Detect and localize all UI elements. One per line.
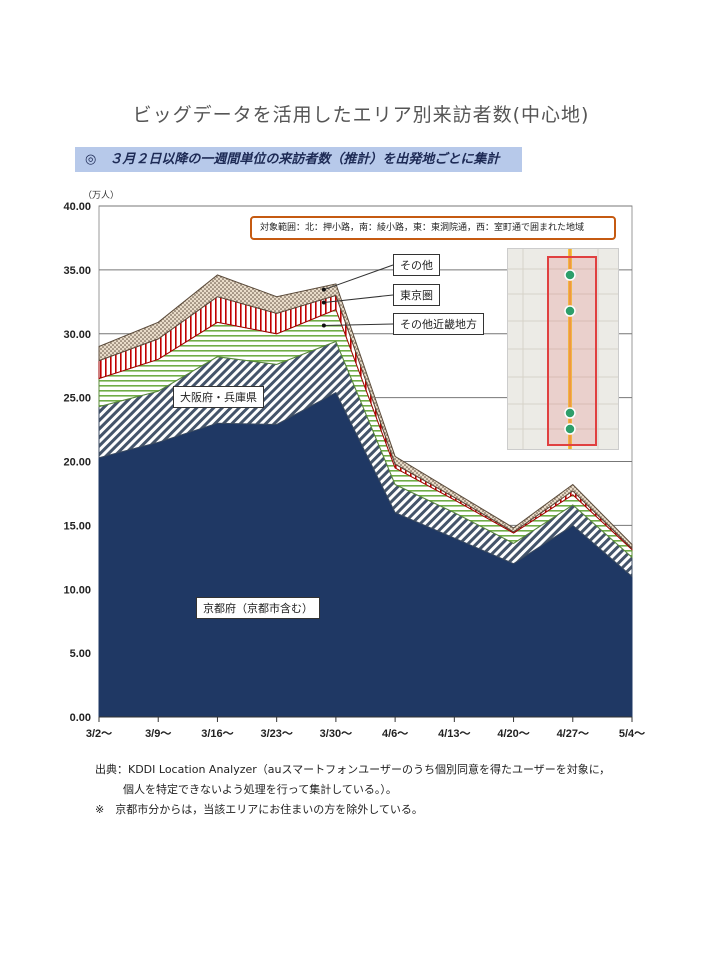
y-tick-label: 35.00 (63, 265, 91, 277)
page-title: ビッグデータを活用したエリア別来訪者数(中心地) (132, 104, 590, 126)
source-note-cont: 個人を特定できないよう処理を行って集計している。）。 (123, 783, 397, 796)
y-tick-label: 30.00 (63, 329, 91, 341)
y-unit-label: （万人） (83, 191, 120, 201)
leader-line (323, 323, 394, 326)
y-tick-label: 0.00 (70, 712, 91, 724)
leader-dot (321, 323, 326, 328)
legend-label-kinki: その他近畿地方 (393, 313, 484, 335)
exclusion-note: ※ 京都市分からは，当該エリアにお住まいの方を除外している。 (95, 803, 423, 816)
x-tick-label: 4/20〜 (497, 728, 529, 740)
leader-dot (321, 287, 326, 292)
y-tick-label: 40.00 (63, 201, 91, 213)
x-tick-label: 3/2〜 (86, 728, 112, 740)
legend-label-other: その他 (393, 254, 440, 276)
x-tick-label: 4/27〜 (557, 728, 589, 740)
y-tick-label: 15.00 (63, 520, 91, 532)
legend-label-tokyo: 東京圏 (393, 284, 440, 306)
area-map (507, 248, 619, 450)
y-tick-label: 20.00 (63, 457, 91, 469)
x-tick-label: 3/30〜 (320, 728, 352, 740)
series-label-osaka: 大阪府・兵庫県 (173, 386, 264, 408)
subtitle-bar: ◎ ３月２日以降の一週間単位の来訪者数（推計）を出発地ごとに集計 (75, 147, 522, 172)
area-other (98, 274, 633, 550)
leader-dot (321, 300, 326, 305)
y-tick-label: 25.00 (63, 393, 91, 405)
green-pin-icon (564, 269, 576, 435)
leader-line (323, 264, 394, 291)
scope-note: 対象範囲：北：押小路，南：綾小路，東：東洞院通，西：室町通で囲まれた地域 (250, 216, 616, 240)
y-tick-label: 10.00 (63, 584, 91, 596)
source-note: 出典：KDDI Location Analyzer（auスマートフォンユーザーの… (95, 763, 611, 776)
footer-notes: 出典：KDDI Location Analyzer（auスマートフォンユーザーの… (95, 760, 675, 820)
leader-line (323, 294, 394, 303)
x-tick-label: 3/16〜 (201, 728, 233, 740)
x-tick-label: 3/23〜 (260, 728, 292, 740)
x-tick-label: 4/13〜 (438, 728, 470, 740)
series-label-kyoto: 京都府（京都市含む） (196, 597, 320, 619)
x-tick-label: 4/6〜 (382, 728, 408, 740)
y-tick-label: 5.00 (70, 648, 91, 660)
x-tick-label: 5/4〜 (619, 728, 645, 740)
x-tick-label: 3/9〜 (145, 728, 171, 740)
